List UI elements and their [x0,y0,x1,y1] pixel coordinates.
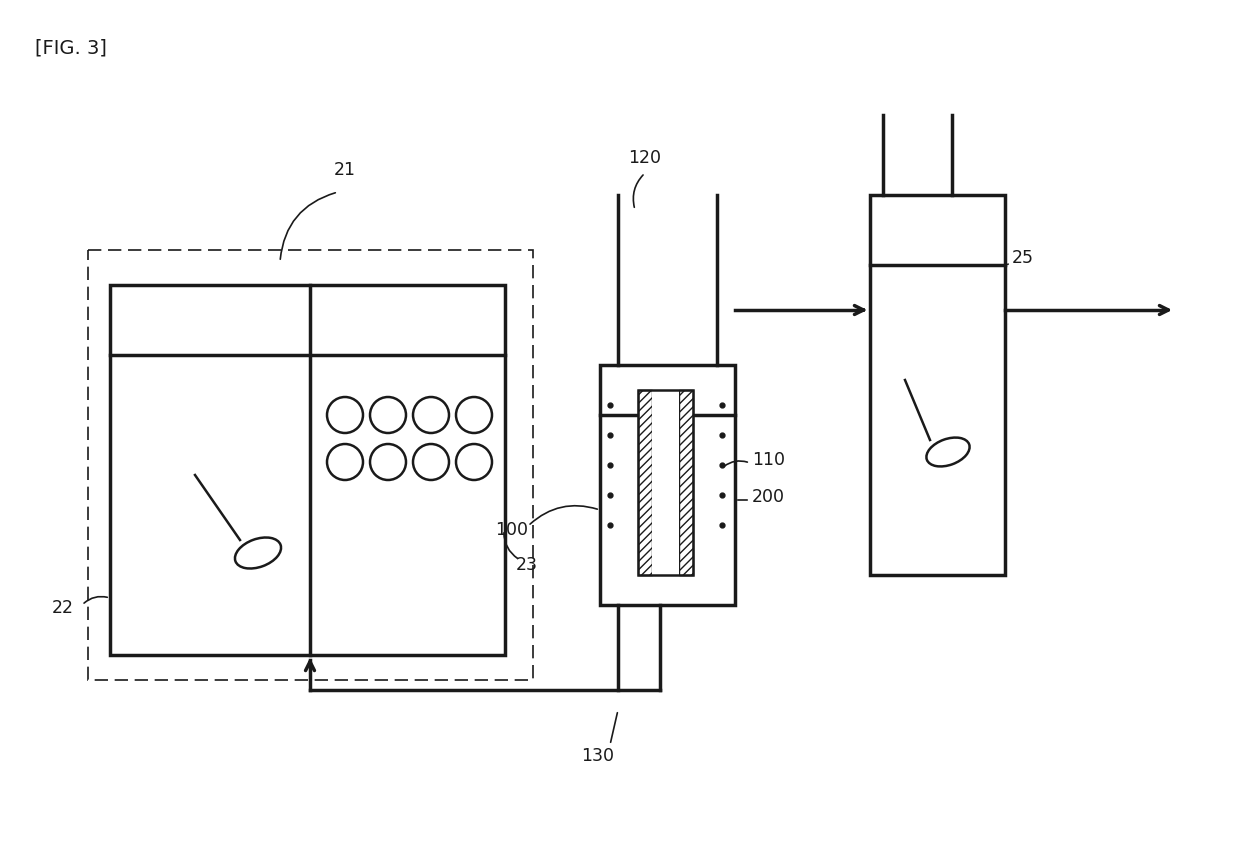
Text: 200: 200 [751,488,785,506]
Bar [680,390,693,575]
Circle shape [413,397,449,433]
Text: 25: 25 [1012,249,1034,267]
Text: 110: 110 [751,451,785,469]
Ellipse shape [926,438,970,466]
Circle shape [413,444,449,480]
Text: 23: 23 [516,556,538,574]
Circle shape [456,397,492,433]
Circle shape [327,397,363,433]
Bar [110,285,505,655]
Circle shape [370,444,405,480]
Text: 22: 22 [52,599,74,617]
Bar [639,390,693,575]
Text: 21: 21 [334,161,356,179]
Bar [88,250,533,680]
Bar [652,390,680,575]
Circle shape [370,397,405,433]
Bar [639,390,652,575]
Text: 130: 130 [582,747,615,765]
Text: [FIG. 3]: [FIG. 3] [35,38,107,57]
Ellipse shape [234,538,281,568]
Bar [600,365,735,605]
Circle shape [456,444,492,480]
Circle shape [327,444,363,480]
Bar [870,195,1004,575]
Text: 120: 120 [629,149,661,167]
Text: 100: 100 [495,521,528,539]
